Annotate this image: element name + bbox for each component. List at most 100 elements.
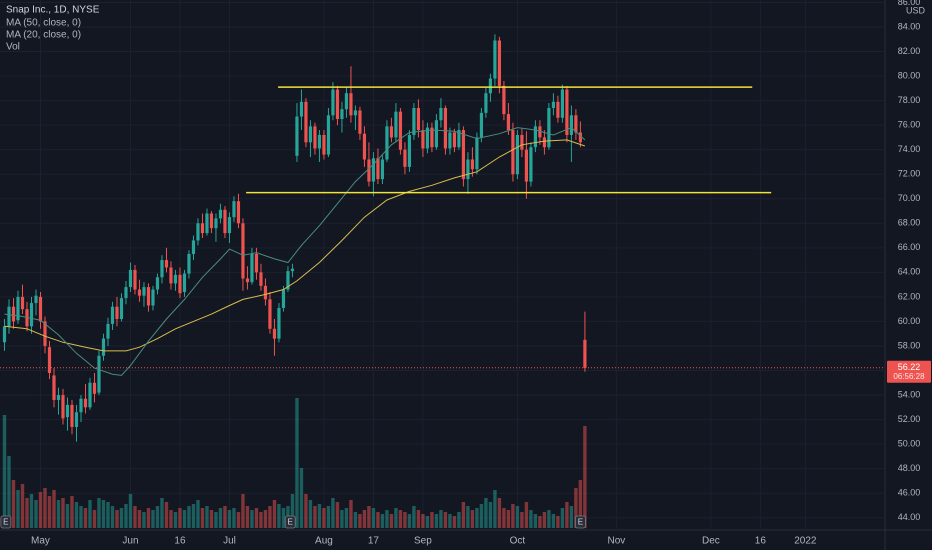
volume-bar	[457, 512, 461, 528]
volume-bar	[65, 504, 70, 528]
volume-bar	[434, 514, 439, 528]
volume-bar	[182, 510, 187, 528]
volume-bar	[313, 506, 317, 528]
candle-body	[124, 287, 128, 299]
candle-body	[358, 110, 362, 134]
candle-body	[34, 295, 38, 304]
volume-bar	[272, 500, 277, 528]
volume-bar	[556, 516, 560, 528]
volume-bar	[380, 514, 385, 528]
candle-body	[380, 159, 385, 180]
volume-bar	[29, 494, 34, 528]
currency-label: USD	[906, 5, 926, 15]
x-tick-label: Jul	[223, 536, 236, 547]
volume-bar	[340, 510, 344, 528]
volume-bar	[371, 508, 376, 528]
y-tick-label: 82.00	[898, 46, 921, 56]
earnings-label: E	[288, 518, 293, 527]
volume-bar	[565, 502, 569, 528]
y-tick-label: 64.00	[898, 267, 921, 277]
volume-bar	[520, 512, 524, 528]
volume-bar	[43, 488, 47, 528]
volume-bar	[326, 506, 331, 528]
legend-entry: MA (20, close, 0)	[6, 30, 81, 41]
candle-body	[169, 267, 173, 284]
volume-bar	[281, 508, 286, 528]
volume-bar	[254, 508, 259, 528]
volume-bar	[38, 492, 43, 528]
candle-body	[277, 307, 281, 339]
volume-bar	[335, 502, 340, 528]
candle-body	[65, 404, 70, 418]
candle-body	[416, 107, 421, 131]
candle-body	[11, 306, 16, 322]
earnings-marker	[284, 515, 296, 529]
volume-bar	[232, 508, 236, 528]
candle-body	[29, 303, 34, 327]
x-tick-label: Oct	[510, 536, 526, 547]
ma-line	[4, 139, 586, 352]
candle-body	[385, 126, 389, 160]
candle-body	[205, 213, 209, 234]
volume-bar	[245, 506, 250, 528]
volume-bar	[146, 508, 151, 528]
volume-bar	[92, 510, 97, 528]
candle-body	[353, 110, 358, 116]
candle-body	[43, 321, 47, 346]
volume-bar	[110, 506, 115, 528]
volume-bar	[569, 506, 574, 528]
candle-body	[173, 274, 178, 284]
x-tick-label: 2022	[794, 536, 817, 547]
volume-bar	[47, 496, 52, 528]
y-tick-label: 74.00	[898, 144, 921, 154]
candle-body	[340, 109, 344, 120]
volume-bar	[412, 506, 416, 528]
x-tick-label: Nov	[607, 536, 625, 547]
candle-body	[421, 130, 425, 149]
candle-body	[182, 273, 187, 292]
candle-body	[227, 217, 232, 234]
candle-body	[250, 253, 254, 283]
candle-body	[74, 412, 79, 427]
volume-bar	[268, 506, 272, 528]
volume-bar	[16, 490, 20, 528]
last-price-box	[887, 360, 931, 383]
candle-body	[452, 132, 457, 148]
volume-bar	[200, 508, 205, 528]
y-tick-label: 58.00	[898, 340, 921, 350]
volume-bar	[119, 508, 124, 528]
volume-bar	[331, 498, 335, 528]
volume-bar	[560, 508, 565, 528]
volume-bar	[425, 516, 430, 528]
y-tick-label: 54.00	[898, 389, 921, 399]
candle-body	[16, 296, 20, 321]
volume-bar	[547, 510, 551, 528]
x-tick-label: Jun	[122, 536, 138, 547]
y-tick-label: 80.00	[898, 70, 921, 80]
volume-bar	[25, 498, 29, 528]
x-tick-label: May	[31, 536, 50, 547]
volume-bar	[133, 506, 137, 528]
candle-body	[466, 159, 470, 180]
volume-bar	[538, 516, 542, 528]
volume-bar	[214, 512, 218, 528]
volume-bar	[250, 510, 254, 528]
volume-bar	[322, 508, 326, 528]
volume-bar	[101, 500, 106, 528]
volume-bar	[484, 498, 488, 528]
earnings-label: E	[578, 518, 583, 527]
volume-bar	[389, 514, 394, 528]
candle-body	[146, 287, 151, 306]
countdown-label: 06:56:28	[893, 372, 925, 381]
candle-body	[547, 107, 551, 148]
y-tick-label: 52.00	[898, 414, 921, 424]
candle-body	[160, 260, 164, 278]
volume-bar	[223, 506, 227, 528]
volume-bar	[524, 502, 529, 528]
volume-bar	[551, 514, 556, 528]
candle-body	[574, 115, 578, 133]
volume-bar	[191, 504, 196, 528]
volume-bar	[466, 506, 470, 528]
volume-bar	[299, 468, 304, 528]
